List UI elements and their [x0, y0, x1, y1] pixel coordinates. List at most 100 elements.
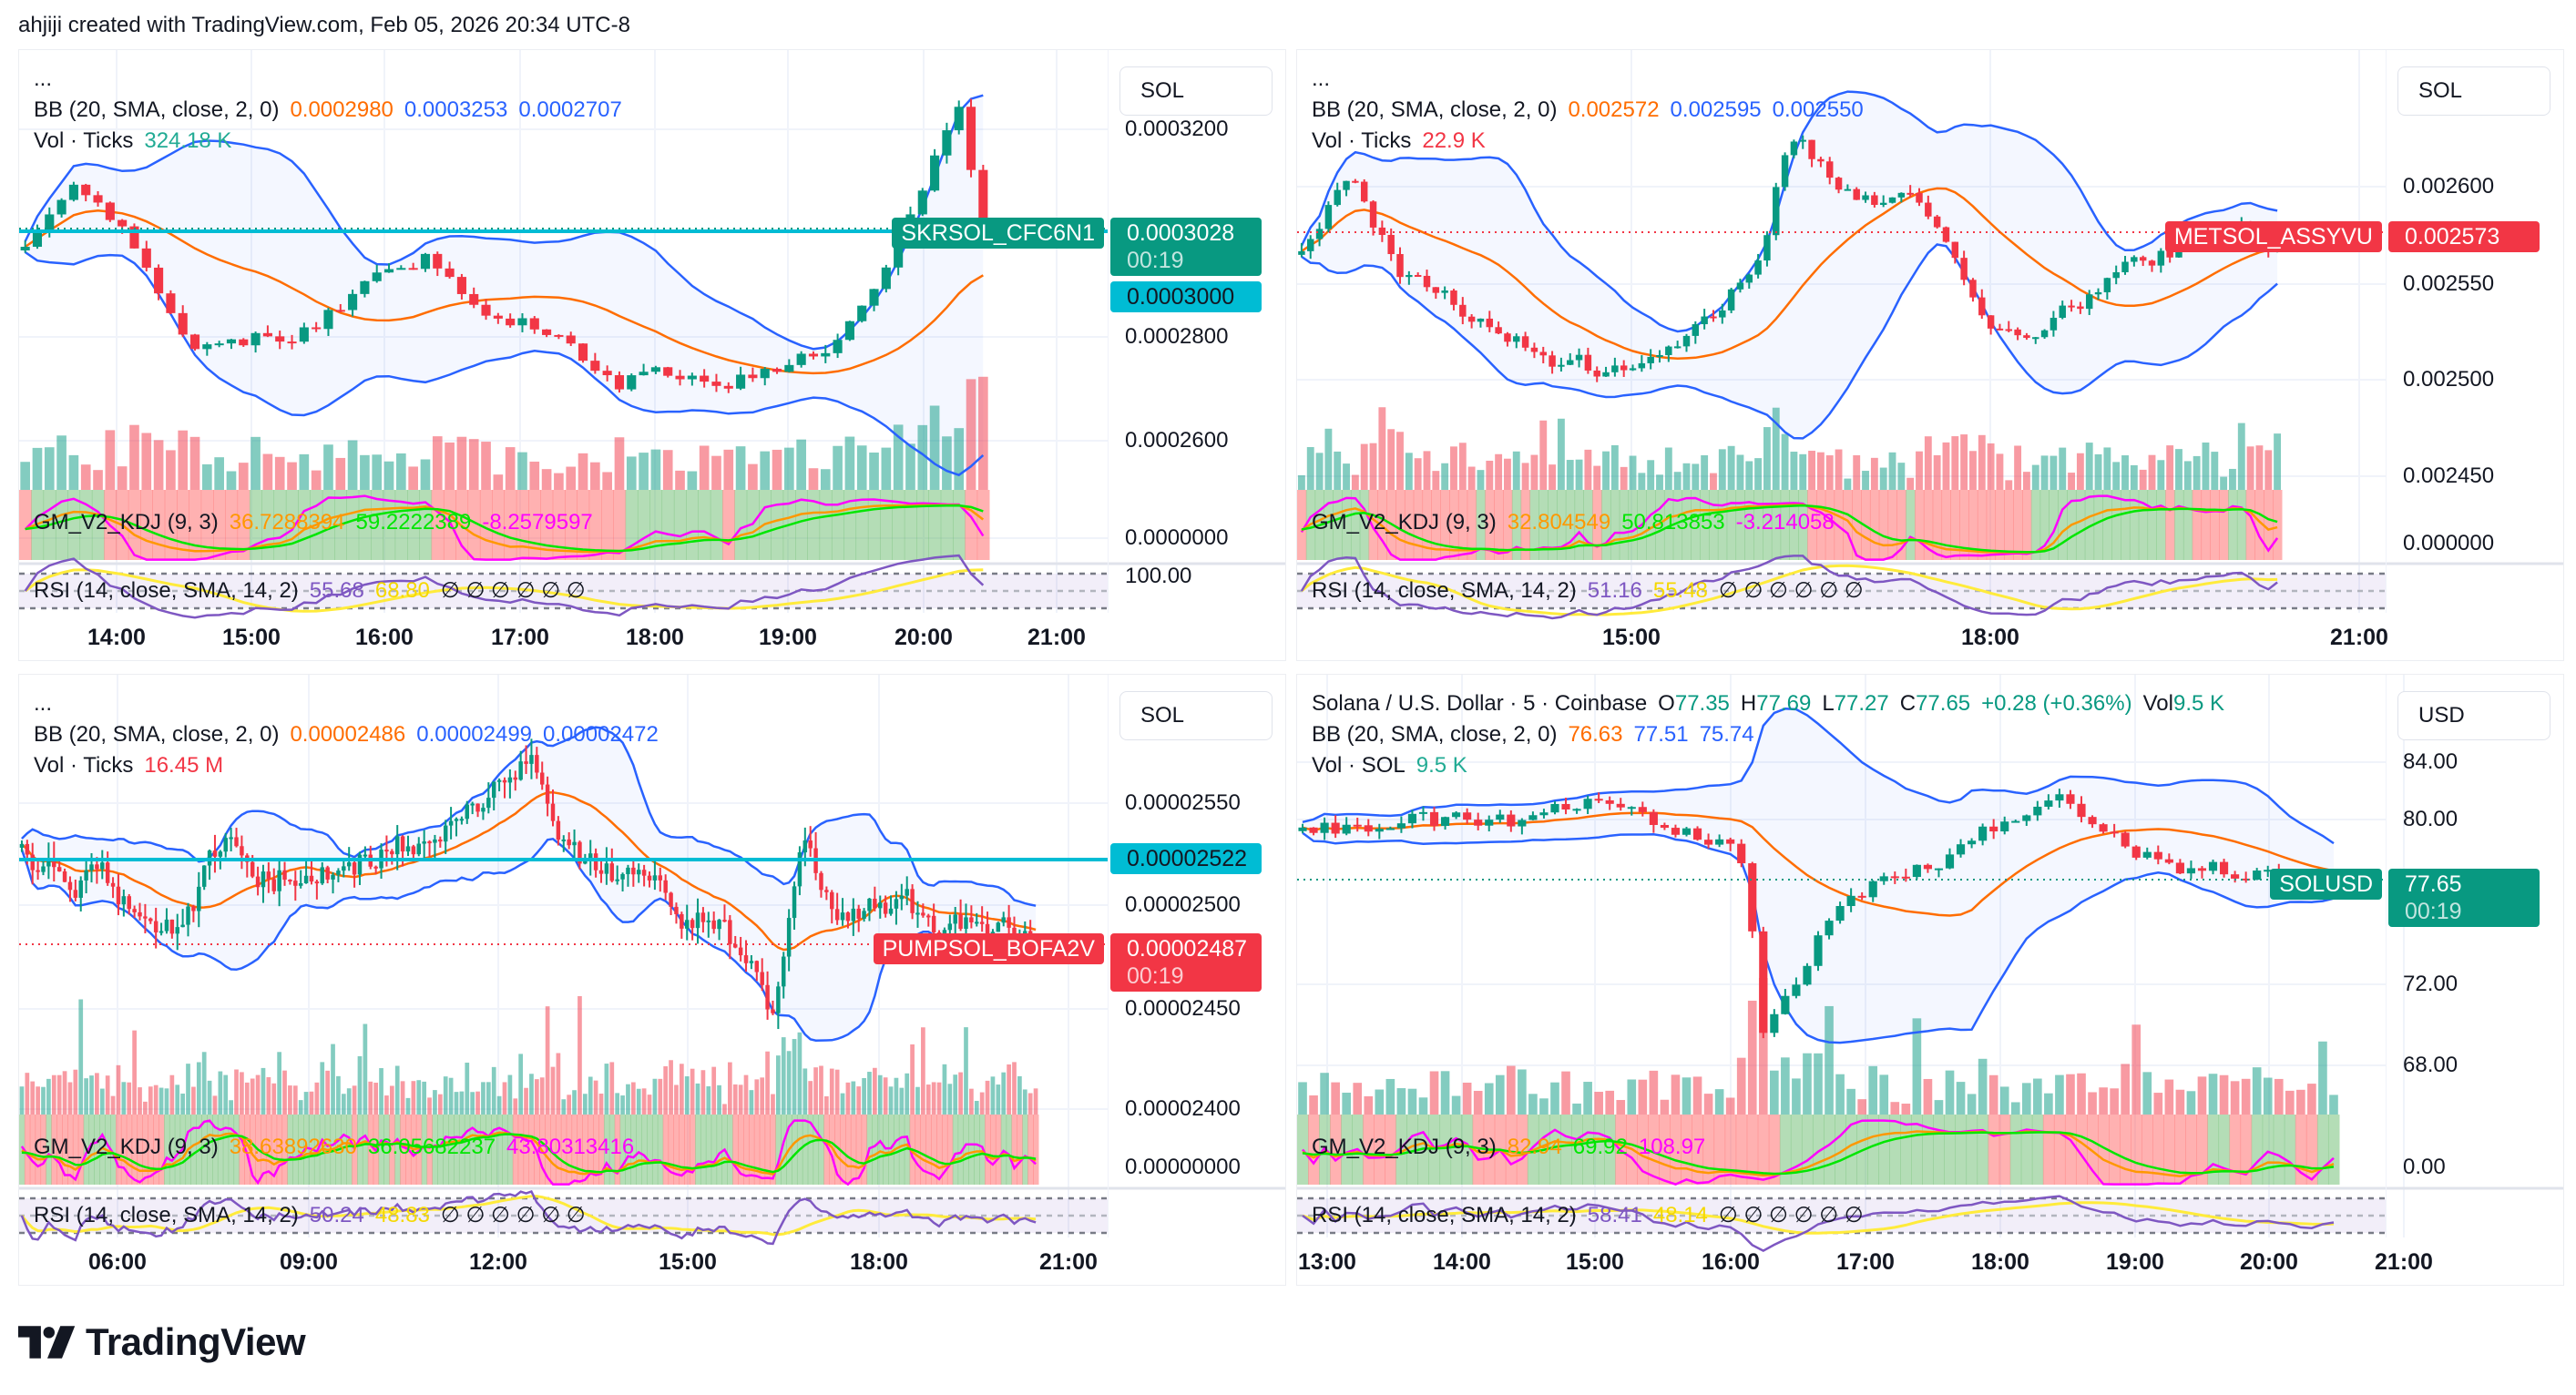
price-axis[interactable]: 0.00002550 0.00002500 0.00002450 0.00002400… — [1108, 675, 1285, 1237]
chart-canvas[interactable] — [1297, 675, 2564, 1286]
rsi-legend[interactable]: RSI (14, close, SMA, 14, 2) 58.41 48.14 ∅ ∅… — [1312, 1203, 1875, 1228]
volume-bar — [636, 1088, 641, 1115]
currency-button[interactable]: SOL — [2397, 66, 2550, 116]
candle — [67, 876, 73, 902]
legend-title-row[interactable]: Solana / U.S. Dollar · 5 · Coinbase O77.3… — [1312, 691, 2235, 717]
volume-legend[interactable]: Vol · SOL 9.5 K — [1312, 753, 1478, 779]
volume-label[interactable]: Vol · Ticks — [34, 753, 134, 778]
volume-bar — [481, 442, 491, 490]
volume-legend[interactable]: Vol · Ticks 16.45 M — [34, 753, 234, 779]
legend-title-row[interactable]: ... — [34, 691, 63, 717]
bb-legend[interactable]: BB (20, SMA, close, 2, 0) 0.00002486 0.000… — [34, 722, 670, 748]
kdj-label[interactable]: GM_V2_KDJ (9, 3) — [34, 510, 219, 535]
volume-label[interactable]: Vol · Ticks — [1312, 128, 1412, 153]
volume-legend[interactable]: Vol · Ticks 22.9 K — [1312, 128, 1497, 154]
chart-canvas[interactable] — [19, 675, 1286, 1286]
volume-bar — [690, 1068, 695, 1115]
volume-bar — [93, 470, 103, 490]
kdj-background — [661, 490, 675, 560]
bb-label[interactable]: BB (20, SMA, close, 2, 0) — [1312, 97, 1558, 122]
candle — [1342, 817, 1351, 836]
kdj-label[interactable]: GM_V2_KDJ (9, 3) — [1312, 510, 1497, 535]
candle — [1759, 926, 1768, 1039]
volume-bar — [1835, 1074, 1845, 1115]
currency-button[interactable]: USD — [2397, 691, 2550, 740]
kdj-background — [727, 1115, 733, 1185]
rsi-label[interactable]: RSI (14, close, SMA, 14, 2) — [1312, 578, 1577, 603]
bb-legend[interactable]: BB (20, SMA, close, 2, 0) 0.002572 0.00259… — [1312, 97, 1875, 123]
volume-bar — [1001, 1072, 1007, 1115]
kdj-legend[interactable]: GM_V2_KDJ (9, 3) 82.94 69.92 108.97 — [1312, 1135, 1716, 1160]
kdj-background — [1297, 490, 1307, 560]
candle — [52, 841, 56, 881]
last-price-label: 0.00002487 00:19 — [1110, 933, 1262, 992]
kdj-background — [904, 490, 917, 560]
chart-canvas[interactable] — [19, 50, 1286, 661]
time-tick: 19:00 — [759, 625, 817, 650]
volume-bar — [929, 405, 940, 490]
candle — [851, 898, 856, 936]
chart-panel[interactable]: Solana / U.S. Dollar · 5 · Coinbase O77.3… — [1296, 674, 2564, 1286]
legend-title-row[interactable]: ... — [34, 66, 63, 92]
more-button[interactable]: ... — [34, 691, 53, 716]
currency-button[interactable]: SOL — [1119, 691, 1273, 740]
chart-panel[interactable]: ... BB (20, SMA, close, 2, 0) 0.002572 0.00… — [1296, 49, 2564, 661]
candle — [1942, 226, 1950, 243]
kdj-label[interactable]: GM_V2_KDJ (9, 3) — [1312, 1135, 1497, 1159]
kdj-legend[interactable]: GM_V2_KDJ (9, 3) 38.63892630 36.05682237 43… — [34, 1135, 645, 1160]
rsi-legend[interactable]: RSI (14, close, SMA, 14, 2) 51.16 55.48 ∅ ∅… — [1312, 578, 1875, 604]
bb-label[interactable]: BB (20, SMA, close, 2, 0) — [34, 722, 280, 747]
kdj-background — [35, 1115, 42, 1185]
bb-legend[interactable]: BB (20, SMA, close, 2, 0) 0.0002980 0.0003… — [34, 97, 633, 123]
chart-canvas[interactable] — [1297, 50, 2564, 661]
symbol-name[interactable]: Solana / U.S. Dollar · 5 · Coinbase — [1312, 691, 1648, 716]
rsi-legend[interactable]: RSI (14, close, SMA, 14, 2) 50.24 48.83 ∅ ∅… — [34, 1203, 597, 1228]
volume-bar — [2255, 445, 2264, 490]
bb-label[interactable]: BB (20, SMA, close, 2, 0) — [34, 97, 280, 122]
rsi-label[interactable]: RSI (14, close, SMA, 14, 2) — [34, 578, 299, 603]
volume-bar — [1890, 1102, 1900, 1115]
candle — [796, 351, 806, 368]
volume-bar — [78, 999, 84, 1115]
chart-panel[interactable]: ... BB (20, SMA, close, 2, 0) 0.00002486 0.… — [18, 674, 1286, 1286]
kdj-legend[interactable]: GM_V2_KDJ (9, 3) 36.7288394 59.2222389 -8.2… — [34, 510, 604, 535]
volume-label[interactable]: Vol · SOL — [1312, 753, 1406, 778]
volume-label[interactable]: Vol · Ticks — [34, 128, 134, 153]
candle — [1298, 823, 1307, 834]
alert-price-label[interactable]: 0.00002522 — [1110, 843, 1262, 874]
candle — [878, 895, 883, 919]
candle — [255, 866, 261, 896]
bb-legend[interactable]: BB (20, SMA, close, 2, 0) 76.63 77.51 75.74 — [1312, 722, 1765, 748]
kdj-label[interactable]: GM_V2_KDJ (9, 3) — [34, 1135, 219, 1159]
legend-title-row[interactable]: ... — [1312, 66, 1341, 92]
price-axis[interactable]: 84.00 80.00 72.00 68.00 0.00 77.65 00:19 — [2386, 675, 2563, 1237]
chart-panel[interactable]: ... BB (20, SMA, close, 2, 0) 0.0002980 0.0… — [18, 49, 1286, 661]
more-button[interactable]: ... — [34, 66, 53, 91]
volume-bar — [851, 1081, 856, 1115]
tradingview-logo[interactable]: TradingView — [18, 1320, 306, 1364]
kdj-background — [753, 1115, 761, 1185]
kdj-legend[interactable]: GM_V2_KDJ (9, 3) 32.804549 50.813853 -3.214… — [1312, 510, 1845, 535]
candle — [650, 365, 660, 374]
candle — [132, 905, 137, 918]
time-tick: 21:00 — [2375, 1249, 2433, 1275]
more-button[interactable]: ... — [1312, 66, 1331, 91]
volume-bar — [325, 1070, 331, 1115]
candle — [1745, 273, 1753, 290]
candle — [2231, 871, 2240, 883]
volume-bar — [73, 1069, 78, 1115]
candle — [641, 864, 647, 887]
rsi-label[interactable]: RSI (14, close, SMA, 14, 2) — [34, 1203, 299, 1227]
kdj-background — [2254, 490, 2264, 560]
kdj-background — [1746, 1115, 1759, 1185]
rsi-label[interactable]: RSI (14, close, SMA, 14, 2) — [1312, 1203, 1577, 1227]
bb-label[interactable]: BB (20, SMA, close, 2, 0) — [1312, 722, 1558, 747]
candle — [475, 803, 480, 818]
volume-legend[interactable]: Vol · Ticks 324.18 K — [34, 128, 242, 154]
price-tick: 0.00002500 — [1125, 892, 1241, 917]
rsi-legend[interactable]: RSI (14, close, SMA, 14, 2) 55.68 68.80 ∅ ∅… — [34, 578, 597, 604]
alert-price-label[interactable]: 0.0003000 — [1110, 281, 1262, 312]
currency-button[interactable]: SOL — [1119, 66, 1273, 116]
price-axis[interactable]: 0.002600 0.002550 0.002500 0.002450 0.000000… — [2386, 50, 2563, 613]
price-axis[interactable]: 0.0003200 0.0002800 0.0002600 0.0000000 100.… — [1108, 50, 1285, 613]
